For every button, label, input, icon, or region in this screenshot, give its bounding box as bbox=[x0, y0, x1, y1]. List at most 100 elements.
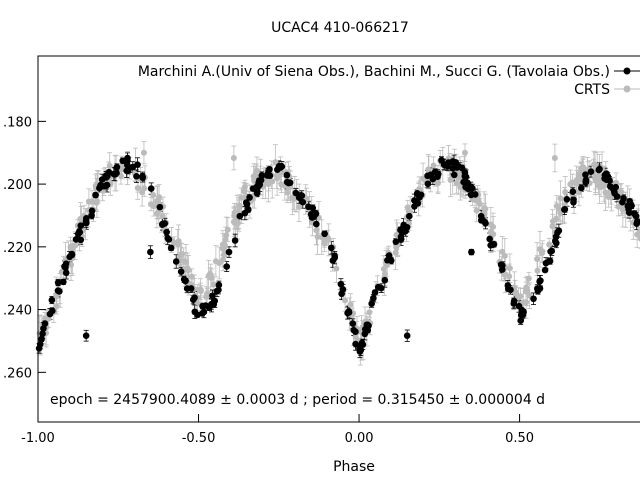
data-point-marchini-200 bbox=[541, 266, 549, 274]
data-point-marchini-303 bbox=[147, 248, 154, 256]
data-point-marchini-83 bbox=[371, 289, 379, 296]
data-point-marchini-173 bbox=[481, 218, 489, 226]
data-point-marchini-96 bbox=[595, 166, 603, 174]
data-point-crts-259 bbox=[220, 251, 227, 258]
data-point-marchini-244 bbox=[231, 237, 239, 244]
data-point-crts-150 bbox=[106, 162, 113, 169]
data-point-marchini-184 bbox=[48, 296, 56, 304]
data-point-marchini-132 bbox=[77, 222, 85, 229]
data-point-crts-233 bbox=[274, 175, 281, 182]
data-point-crts-185 bbox=[475, 197, 482, 204]
data-point-crts-62 bbox=[515, 294, 522, 301]
data-point-crts-357 bbox=[207, 270, 214, 277]
data-point-crts-395 bbox=[219, 245, 226, 252]
data-point-marchini-301 bbox=[82, 332, 90, 340]
data-point-marchini-238 bbox=[167, 244, 175, 252]
data-point-marchini-39 bbox=[134, 161, 141, 168]
y-tick-label-1: .200 bbox=[3, 178, 32, 193]
data-point-marchini-298 bbox=[582, 171, 589, 178]
data-point-crts-399 bbox=[520, 299, 527, 306]
data-point-marchini-247 bbox=[213, 287, 221, 295]
data-point-crts-191 bbox=[384, 262, 391, 269]
x-tick-label-1: -0.50 bbox=[182, 431, 216, 446]
x-tick-label-3: 0.50 bbox=[505, 431, 534, 446]
x-axis-ticks: -1.00 -0.50 0.00 0.50 bbox=[21, 414, 534, 446]
legend-marker-marchini bbox=[623, 67, 631, 75]
data-point-marchini-146 bbox=[414, 200, 422, 207]
data-point-marchini-171 bbox=[182, 277, 189, 285]
epoch-period-annotation: epoch = 2457900.4089 ± 0.0003 d ; period… bbox=[50, 392, 545, 408]
data-point-crts-387 bbox=[150, 191, 157, 198]
legend-marker-crts bbox=[623, 85, 631, 93]
data-point-crts-408 bbox=[578, 165, 585, 172]
data-point-crts-297 bbox=[615, 203, 622, 210]
data-point-marchini-229 bbox=[164, 234, 172, 242]
data-point-crts-318 bbox=[523, 288, 530, 295]
data-point-crts-234 bbox=[77, 215, 84, 222]
data-point-marchini-225 bbox=[518, 306, 526, 314]
data-point-marchini-112 bbox=[450, 171, 458, 179]
data-point-crts-361 bbox=[534, 256, 541, 263]
data-point-marchini-217 bbox=[292, 189, 300, 197]
data-point-marchini-255 bbox=[536, 285, 544, 292]
x-tick-label-0: -1.00 bbox=[21, 431, 55, 446]
data-point-crts-389 bbox=[333, 265, 340, 272]
data-point-marchini-234 bbox=[438, 156, 445, 164]
data-point-crts-377 bbox=[262, 180, 269, 186]
data-point-marchini-220 bbox=[384, 256, 391, 264]
data-point-marchini-228 bbox=[569, 188, 577, 195]
data-point-crts-14 bbox=[347, 301, 354, 308]
data-point-marchini-106 bbox=[349, 320, 357, 327]
data-point-crts-338 bbox=[618, 188, 625, 195]
data-point-crts-217 bbox=[549, 223, 556, 230]
data-point-marchini-293 bbox=[467, 191, 475, 199]
data-point-crts-422 bbox=[551, 154, 558, 161]
data-point-marchini-124 bbox=[55, 288, 63, 295]
data-point-crts-418 bbox=[557, 195, 564, 202]
data-point-marchini-237 bbox=[345, 308, 353, 315]
data-point-marchini-145 bbox=[147, 185, 155, 192]
data-point-marchini-263 bbox=[329, 257, 337, 264]
data-point-marchini-246 bbox=[448, 158, 456, 166]
data-point-marchini-275 bbox=[96, 184, 103, 192]
data-point-marchini-178 bbox=[620, 195, 627, 202]
data-point-marchini-126 bbox=[285, 179, 292, 187]
data-point-marchini-296 bbox=[397, 226, 404, 234]
data-point-marchini-251 bbox=[455, 163, 463, 170]
data-point-crts-246 bbox=[430, 162, 437, 169]
data-point-crts-351 bbox=[231, 209, 238, 216]
data-point-marchini-131 bbox=[561, 205, 569, 213]
data-point-marchini-245 bbox=[194, 311, 201, 319]
data-point-marchini-252 bbox=[337, 280, 345, 288]
data-point-marchini-123 bbox=[552, 237, 559, 245]
data-point-marchini-212 bbox=[39, 330, 46, 338]
data-point-marchini-172 bbox=[603, 176, 610, 184]
data-point-marchini-50 bbox=[587, 168, 595, 175]
data-point-crts-398 bbox=[171, 239, 178, 246]
data-point-crts-138 bbox=[284, 189, 291, 196]
data-point-crts-415 bbox=[204, 290, 211, 297]
data-point-marchini-221 bbox=[357, 346, 365, 354]
data-point-marchini-292 bbox=[83, 219, 90, 227]
data-point-crts-420 bbox=[462, 149, 468, 156]
data-point-marchini-286 bbox=[278, 163, 286, 170]
data-point-marchini-215 bbox=[321, 230, 328, 238]
data-point-marchini-280 bbox=[172, 258, 180, 265]
data-point-crts-406 bbox=[154, 197, 161, 204]
data-point-marchini-258 bbox=[392, 238, 400, 245]
data-point-marchini-270 bbox=[625, 209, 633, 217]
data-point-crts-407 bbox=[434, 180, 441, 187]
data-point-marchini-236 bbox=[570, 196, 577, 204]
data-point-marchini-30 bbox=[62, 269, 70, 277]
data-point-marchini-223 bbox=[38, 335, 45, 343]
data-point-marchini-284 bbox=[163, 228, 170, 236]
data-point-crts-192 bbox=[159, 212, 166, 219]
data-point-marchini-160 bbox=[98, 176, 106, 183]
data-point-crts-110 bbox=[68, 261, 75, 268]
data-point-marchini-216 bbox=[215, 281, 223, 289]
data-point-marchini-167 bbox=[200, 308, 208, 316]
data-point-crts-349 bbox=[525, 275, 532, 282]
data-point-marchini-186 bbox=[223, 263, 231, 270]
data-point-crts-268 bbox=[210, 281, 217, 288]
